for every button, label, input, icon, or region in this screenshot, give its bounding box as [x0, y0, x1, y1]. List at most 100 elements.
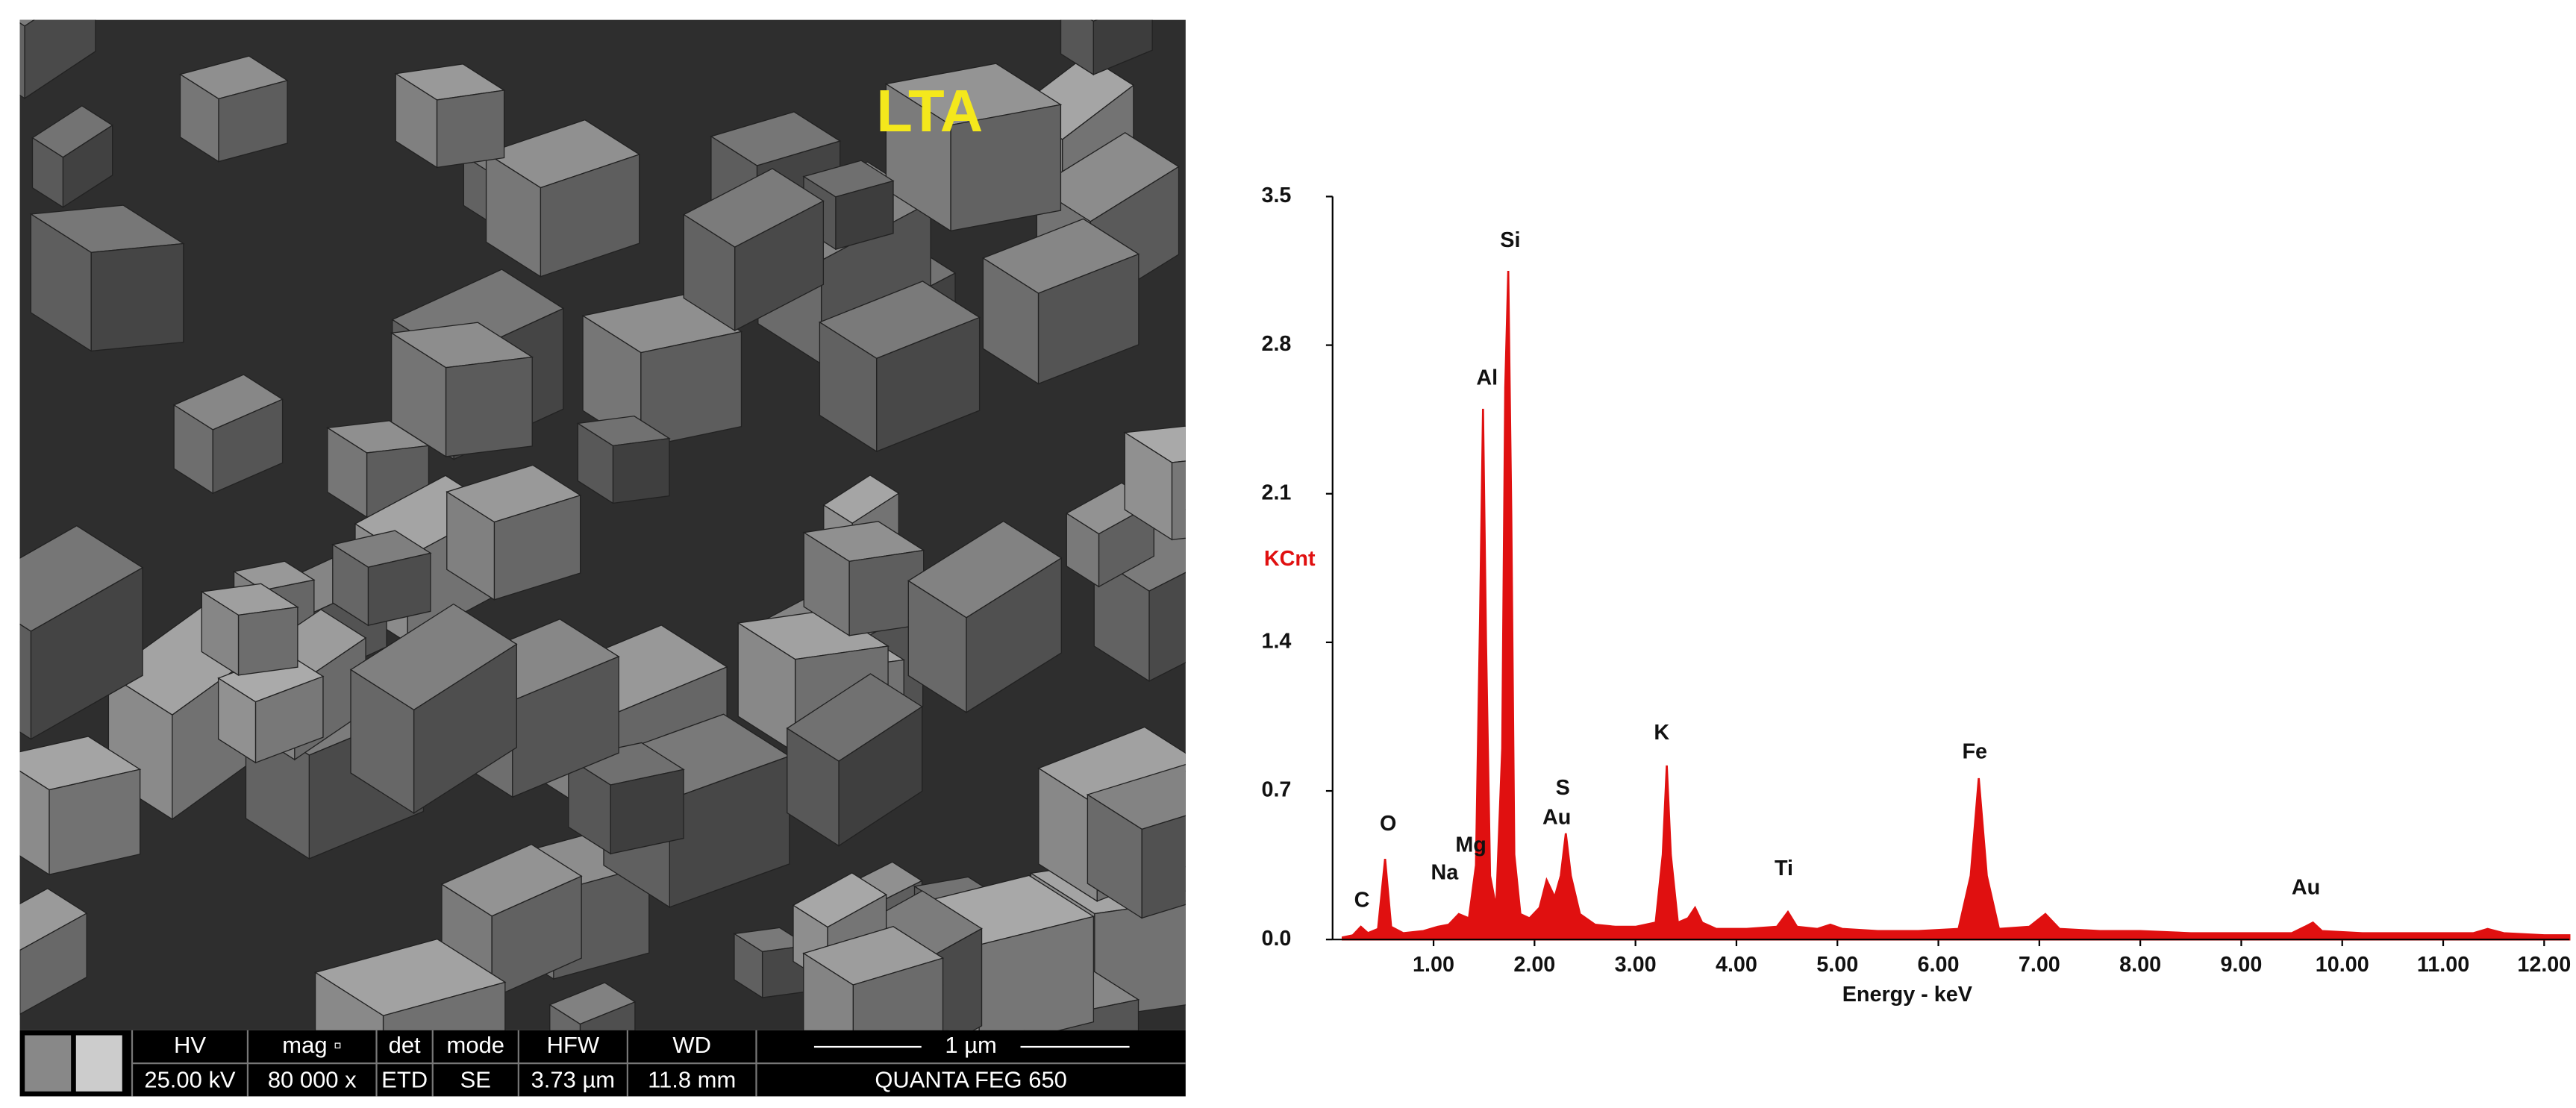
peak-label: Au: [1542, 806, 1571, 830]
crystal-face: [787, 727, 840, 847]
crystal-face: [445, 356, 533, 457]
crystal-face: [382, 981, 506, 1030]
info-grid: [131, 1030, 1186, 1097]
info-value: 11.8 mm: [648, 1067, 736, 1093]
crystal-face: [173, 404, 213, 495]
crystal-face: [237, 606, 298, 676]
peak-label: Mg: [1455, 833, 1486, 857]
crystal-face: [327, 427, 368, 519]
peak-label: Au: [2292, 876, 2320, 900]
crystal-face: [803, 952, 854, 1030]
peak-label: Al: [1476, 366, 1498, 390]
crystal-face: [803, 531, 850, 637]
crystal-face: [350, 669, 415, 815]
peak-label: C: [1354, 889, 1370, 913]
crystal-face: [314, 971, 384, 1030]
crystal-face: [734, 933, 763, 999]
crystal-face: [1066, 512, 1100, 588]
peak-label: Fe: [1962, 739, 1987, 763]
crystal-face: [436, 90, 505, 169]
crystal-face: [737, 622, 796, 754]
y-tick-label: 3.5: [1261, 184, 1291, 207]
crystal-face: [1090, 19, 1098, 22]
crystal-face: [612, 437, 670, 504]
peak-label: K: [1654, 721, 1669, 745]
crystal-face: [579, 1001, 636, 1030]
info-header: HFW: [547, 1032, 600, 1058]
crystal-face: [1124, 431, 1173, 541]
sem-image: LTA: [19, 19, 1186, 1030]
x-tick-label: 8.00: [2119, 953, 2161, 977]
x-tick-label: 5.00: [1816, 953, 1858, 977]
scale-label: 1 µm: [945, 1032, 996, 1058]
crystal-face: [1060, 19, 1094, 76]
crystal-face: [907, 580, 967, 714]
info-header: mag ▫: [282, 1032, 342, 1058]
info-header: HV: [174, 1032, 206, 1058]
crystal-face: [549, 1004, 581, 1030]
crystal-face: [332, 543, 369, 627]
crystal-face: [819, 321, 878, 453]
y-tick-label: 2.8: [1261, 332, 1291, 356]
info-value: 25.00 kV: [144, 1067, 236, 1093]
info-value: SE: [460, 1067, 491, 1093]
crystal-face: [1171, 460, 1186, 541]
spectrum: [1341, 270, 2571, 941]
crystal-face: [31, 137, 64, 208]
info-bar: 1 µm QUANTA FEG 650 HV 25.00 kV mag ▫ 80 00…: [19, 1030, 1186, 1097]
y-tick-label: 0.0: [1261, 927, 1291, 951]
x-tick-label: 10.00: [2316, 953, 2369, 977]
crystal-face: [217, 677, 257, 764]
crystal-face: [982, 257, 1040, 385]
crystal-face: [90, 242, 184, 352]
crystal-face: [852, 957, 944, 1030]
logo: [75, 1035, 122, 1092]
info-header: mode: [447, 1032, 504, 1058]
x-tick-label: 3.00: [1615, 953, 1657, 977]
x-tick-label: 4.00: [1716, 953, 1757, 977]
logo: [25, 1035, 72, 1092]
crystal-face: [19, 949, 21, 1015]
x-tick-label: 7.00: [2019, 953, 2060, 977]
crystal-face: [577, 422, 614, 504]
crystal-face: [485, 152, 542, 278]
crystal-face: [610, 769, 684, 855]
peak-label: S: [1556, 776, 1570, 800]
y-tick-label: 2.1: [1261, 481, 1291, 504]
eds-chart: 0.0 0.7 1.4 2.1 2.8 3.5 1.00 2.00 3.00 4.00 5.00 6.…: [1261, 184, 2571, 1007]
peak-label: Si: [1500, 228, 1520, 252]
info-value: ETD: [381, 1067, 428, 1093]
y-tick-label: 1.4: [1261, 629, 1291, 653]
sem-crystals: [19, 19, 1186, 1030]
x-tick-label: 9.00: [2220, 953, 2262, 977]
crystal-face: [19, 19, 35, 27]
peak-label: Na: [1431, 861, 1460, 885]
y-tick-label: 0.7: [1261, 778, 1291, 802]
crystal-face: [179, 73, 219, 163]
info-header: det: [389, 1032, 421, 1058]
x-axis-label: Energy - keV: [1842, 983, 1972, 1007]
peak-label: Ti: [1775, 857, 1793, 880]
y-axis-label: KCnt: [1264, 547, 1316, 571]
instrument: QUANTA FEG 650: [875, 1067, 1067, 1093]
crystal-face: [390, 332, 447, 458]
crystal-face: [201, 590, 240, 677]
x-tick-label: 1.00: [1413, 953, 1454, 977]
crystal-face: [683, 213, 736, 332]
peak-label: O: [1380, 812, 1396, 836]
crystal-face: [19, 770, 50, 876]
crystal-face: [30, 213, 92, 352]
crystal-face: [1087, 793, 1142, 919]
x-tick-label: 12.00: [2517, 953, 2571, 977]
crystal-face: [446, 490, 495, 601]
sem-label: LTA: [876, 78, 983, 144]
crystal-face: [19, 22, 25, 99]
crystal-face: [395, 72, 438, 169]
info-value: 3.73 µm: [531, 1067, 616, 1093]
x-tick-label: 6.00: [1918, 953, 1960, 977]
x-tick-label: 11.00: [2417, 953, 2469, 977]
x-tick-label: 2.00: [1513, 953, 1555, 977]
crystal-face: [19, 641, 22, 704]
